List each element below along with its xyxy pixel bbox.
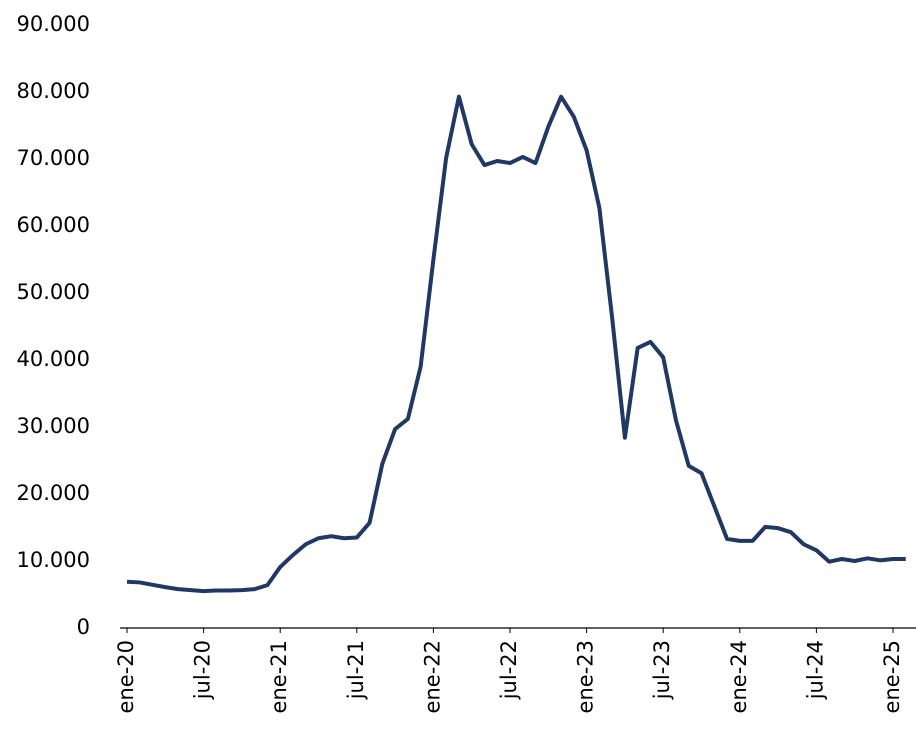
y-tick-label: 70.000 <box>17 146 90 170</box>
y-tick-label: 20.000 <box>17 481 90 505</box>
x-tick-label: ene-25 <box>880 640 904 713</box>
y-tick-label: 80.000 <box>17 79 90 103</box>
x-tick-label: jul-22 <box>497 640 521 700</box>
y-tick-label: 50.000 <box>17 280 90 304</box>
x-tick-label: ene-22 <box>420 640 444 713</box>
y-tick-label: 10.000 <box>17 548 90 572</box>
x-tick-label: ene-21 <box>267 640 291 713</box>
y-tick-label: 0 <box>77 615 90 639</box>
y-tick-label: 90.000 <box>17 12 90 36</box>
y-tick-label: 40.000 <box>17 347 90 371</box>
line-series <box>126 94 906 594</box>
x-tick-label: jul-23 <box>650 640 674 700</box>
x-tick-label: ene-24 <box>727 640 751 713</box>
y-tick-label: 30.000 <box>17 414 90 438</box>
x-tick-label: jul-20 <box>191 640 215 700</box>
x-tick-label: ene-23 <box>574 640 598 713</box>
x-tick-label: jul-24 <box>803 640 827 700</box>
x-tick-label: jul-21 <box>344 640 368 700</box>
x-tick-label: ene-20 <box>114 640 138 713</box>
y-tick-label: 60.000 <box>17 213 90 237</box>
